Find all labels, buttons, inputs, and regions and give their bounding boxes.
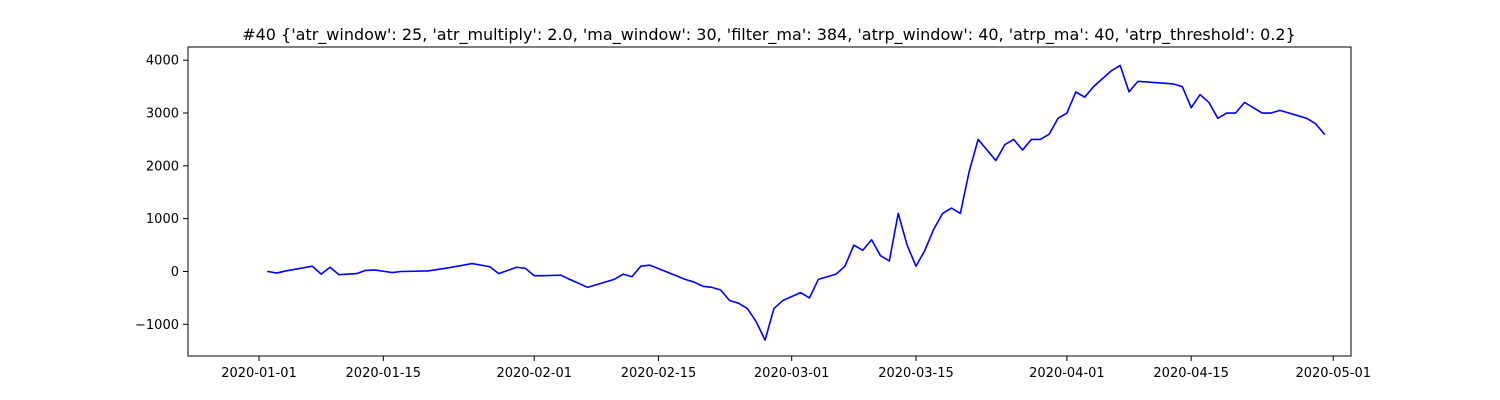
x-tick-label: 2020-04-15 — [1153, 366, 1229, 381]
x-tick-label: 2020-01-01 — [221, 366, 297, 381]
y-axis: −1000 0 1000 2000 3000 4000 — [135, 54, 188, 333]
series-layer — [267, 64, 1326, 341]
x-tick-label: 2020-05-01 — [1295, 366, 1371, 381]
y-tick-label: 3000 — [146, 107, 179, 122]
x-tick-label: 2020-01-15 — [346, 366, 422, 381]
y-tick-label: 1000 — [146, 212, 179, 227]
x-tick-label: 2020-02-15 — [621, 366, 697, 381]
x-tick-label: 2020-02-01 — [496, 366, 572, 381]
series-line — [267, 64, 1326, 341]
chart-title: #40 {'atr_window': 25, 'atr_multiply': 2… — [242, 25, 1296, 45]
plot-frame — [187, 46, 1352, 357]
y-tick-label: −1000 — [135, 318, 179, 333]
x-tick-label: 2020-03-01 — [754, 366, 830, 381]
y-tick-label: 2000 — [146, 159, 179, 174]
x-tick-label: 2020-04-01 — [1029, 366, 1105, 381]
x-tick-label: 2020-03-15 — [878, 366, 954, 381]
y-tick-label: 4000 — [146, 54, 179, 69]
y-tick-label: 0 — [171, 265, 179, 280]
x-axis: 2020-01-01 2020-01-15 2020-02-01 2020-02-15… — [221, 356, 1371, 381]
